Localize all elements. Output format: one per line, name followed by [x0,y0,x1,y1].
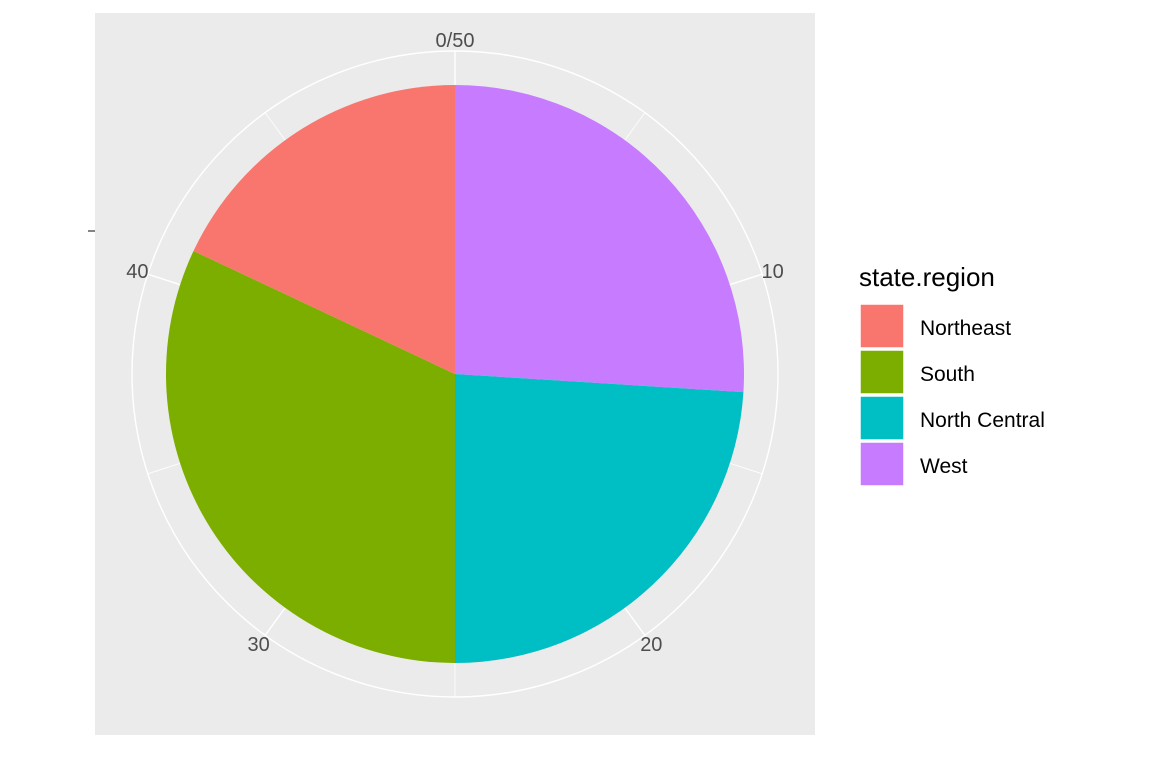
pie-slice-north-central [455,374,744,663]
legend-label: North Central [920,409,1045,432]
theta-tick-label: 0/50 [436,30,475,52]
legend-label: Northeast [920,317,1011,340]
legend-key [859,349,905,395]
legend-title: state.region [859,262,995,292]
pie-slice-south [165,250,455,663]
theta-axis-ticks: 0/50 10 20 30 40 [126,30,784,656]
pie-slices [165,84,745,663]
theta-tick-label: 10 [762,261,784,283]
legend-key [859,303,905,349]
legend-label: West [920,455,968,478]
pie-slice-northeast [193,84,455,374]
theta-tick-label: 20 [640,634,662,656]
legend: state.region Northeast South North Central… [859,262,1045,487]
legend-key [859,395,905,441]
pie-slice-west [455,85,745,393]
theta-tick-label: 40 [126,261,148,283]
legend-key [859,441,905,487]
theta-tick-label: 30 [248,634,270,656]
legend-items: Northeast South North Central West [859,303,1045,487]
legend-label: South [920,363,975,386]
